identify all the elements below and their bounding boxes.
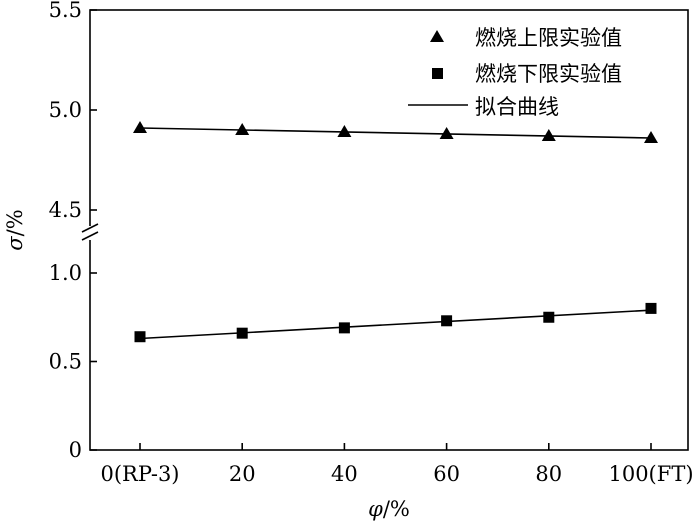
axis-break-mark-bottom [81,231,99,241]
axis-break-gap [80,226,100,240]
legend: 燃烧上限实验值 燃烧下限实验值 拟合曲线 [408,26,622,119]
y-tick-label: 0.5 [49,350,82,374]
lower-limit-point [441,315,453,327]
fit-line-lower [139,309,652,340]
legend-label-lower: 燃烧下限实验值 [475,62,622,86]
x-tick-label: 60 [433,462,460,486]
upper-limit-point [133,121,147,133]
axis-break-mark-top [81,223,99,233]
legend-label-upper: 燃烧上限实验值 [475,26,622,50]
x-axis-label: φ/% [368,497,410,521]
x-tick-label: 20 [229,462,256,486]
y-tick-label: 5.5 [49,0,82,22]
y-tick-label: 0 [69,438,82,462]
upper-limit-point [541,129,556,141]
y-tick-label: 4.5 [49,198,82,222]
upper-limit-point [644,131,658,143]
y-tick-label: 1.0 [49,261,82,285]
legend-square-marker [432,68,443,79]
upper-limit-point [235,123,250,135]
x-tick-label: 80 [535,462,562,486]
upper-limit-point [439,127,454,139]
y-axis-label: σ/% [3,209,27,250]
lower-limit-point [338,322,350,334]
upper-limit-point [337,125,352,137]
y-tick-label: 5.0 [49,98,82,122]
fit-line-upper [139,127,652,139]
lower-limit-point [645,302,657,314]
legend-label-fit: 拟合曲线 [475,95,559,119]
lower-limit-point [134,331,146,343]
lower-limit-point [236,327,248,339]
x-tick-label: 0(RP-3) [101,462,180,486]
x-tick-label: 100(FT) [608,462,693,486]
x-tick-label: 40 [331,462,358,486]
legend-triangle-marker [430,30,444,42]
lower-limit-point [543,311,555,323]
